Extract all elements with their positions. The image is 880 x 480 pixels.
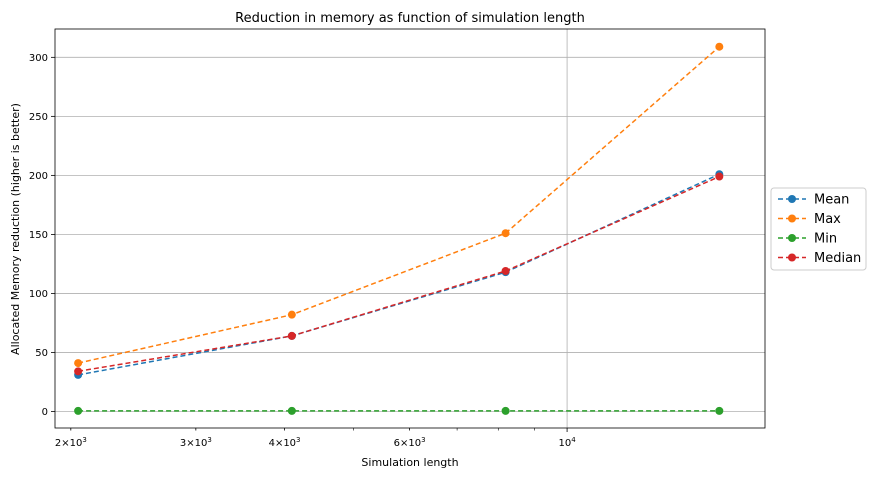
grid-lines: [55, 29, 765, 428]
data-point-max: [501, 229, 510, 238]
x-tick-label: 4×103: [269, 436, 301, 449]
data-point-median: [501, 266, 510, 275]
data-point-min: [74, 406, 83, 415]
data-point-max: [74, 359, 83, 368]
data-point-max: [715, 42, 724, 51]
legend-frame: [770, 187, 867, 271]
y-tick-label: 150: [29, 230, 48, 241]
series-min: [74, 406, 724, 415]
chart-title: Reduction in memory as function of simul…: [235, 11, 585, 26]
y-axis-ticks: 0 50 100 150 200 250 300: [29, 53, 55, 418]
legend-label: Mean: [814, 193, 849, 208]
x-axis-label: Simulation length: [361, 456, 458, 469]
legend: Mean Max Min Median: [770, 187, 867, 271]
y-tick-label: 0: [42, 407, 48, 418]
legend-item-max: Max: [778, 212, 841, 227]
plot-frame: [54, 28, 766, 429]
legend-swatch-marker: [788, 234, 796, 242]
y-tick-label: 100: [29, 289, 48, 300]
data-point-min: [501, 406, 510, 415]
x-tick-label: 3×103: [180, 436, 212, 449]
y-axis-label: Allocated Memory reduction (higher is be…: [9, 103, 22, 355]
x-tick-label: 6×103: [394, 436, 426, 449]
series-max: [74, 42, 724, 368]
legend-item-median: Median: [778, 251, 861, 266]
y-tick-label: 250: [29, 112, 48, 123]
legend-swatch-marker: [788, 253, 796, 262]
x-axis-ticks: 2×103 3×103 4×103 6×103 104: [55, 428, 576, 449]
legend-label: Max: [814, 212, 841, 227]
legend-label: Median: [814, 251, 861, 266]
data-point-median: [715, 172, 724, 181]
data-point-min: [715, 406, 724, 415]
series-median: [74, 172, 724, 376]
series-line-mean: [77, 173, 720, 376]
legend-swatch-marker: [788, 195, 796, 203]
data-point-median: [287, 331, 296, 340]
data-point-max: [287, 310, 296, 319]
x-tick-label: 2×103: [55, 436, 87, 449]
legend-item-mean: Mean: [778, 193, 849, 208]
series-mean: [74, 170, 724, 379]
series-line-median: [77, 175, 720, 373]
x-tick-label: 104: [558, 436, 576, 449]
series-line-max: [77, 46, 720, 364]
legend-item-min: Min: [778, 232, 837, 247]
data-point-min: [287, 406, 296, 415]
y-tick-label: 50: [35, 348, 48, 359]
series-layer: [74, 42, 724, 415]
legend-label: Min: [814, 232, 837, 247]
legend-swatch-marker: [788, 214, 796, 223]
y-tick-label: 200: [29, 171, 48, 182]
y-tick-label: 300: [29, 53, 48, 64]
data-point-median: [74, 367, 83, 376]
